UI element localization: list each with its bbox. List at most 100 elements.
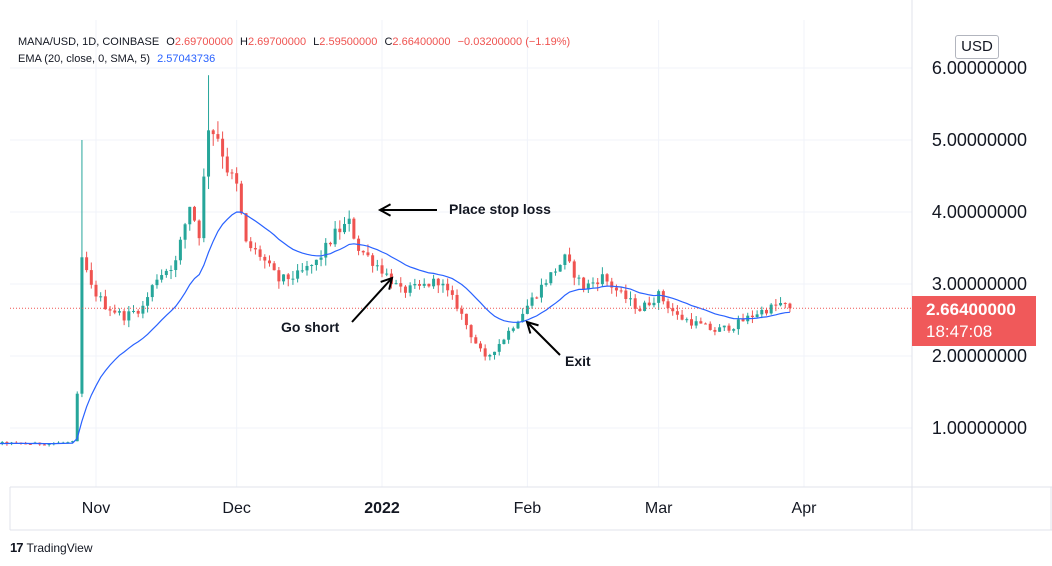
candle xyxy=(333,228,337,245)
candle xyxy=(436,278,440,286)
currency-button[interactable]: USD xyxy=(955,35,999,59)
candle xyxy=(371,255,375,266)
candle xyxy=(441,283,445,286)
annotation-arrow-head xyxy=(380,276,394,290)
ema-label: EMA (20, close, 0, SMA, 5) xyxy=(18,53,151,65)
y-tick-label: 4.00000000 xyxy=(932,202,1027,222)
annotation-label: Go short xyxy=(281,319,340,335)
candle xyxy=(779,302,783,306)
candle xyxy=(319,257,323,260)
y-axis: 1.00000000 2.00000000 3.00000000 4.00000000… xyxy=(932,58,1027,438)
candle xyxy=(591,282,595,284)
candle xyxy=(160,275,164,280)
annotation-label: Place stop loss xyxy=(449,201,551,217)
candle xyxy=(558,264,562,272)
candle xyxy=(197,220,201,239)
candle xyxy=(352,218,356,239)
candle xyxy=(666,301,670,309)
candle xyxy=(94,284,98,297)
candle xyxy=(239,183,243,214)
candle xyxy=(366,252,370,256)
candle xyxy=(328,242,332,245)
candle xyxy=(624,290,628,300)
candle xyxy=(483,348,487,357)
candle xyxy=(230,172,234,174)
candle xyxy=(694,321,698,326)
candle xyxy=(343,223,347,233)
candle xyxy=(399,283,403,287)
candle xyxy=(361,250,365,253)
y-tick-label: 3.00000000 xyxy=(932,274,1027,294)
candle xyxy=(385,273,389,275)
candle xyxy=(783,302,787,304)
candle xyxy=(586,283,590,290)
candle xyxy=(108,309,112,311)
candle xyxy=(469,325,473,338)
candle xyxy=(394,283,398,285)
tradingview-logo[interactable]: 17 TradingView xyxy=(10,540,93,555)
candle xyxy=(338,228,342,233)
candle xyxy=(689,319,693,326)
candle xyxy=(207,130,211,177)
candle xyxy=(633,298,637,309)
candle xyxy=(192,206,196,221)
candle xyxy=(718,327,722,332)
x-tick-label: Feb xyxy=(514,500,542,517)
candle xyxy=(117,311,121,313)
candle xyxy=(75,393,79,442)
candle xyxy=(497,344,501,352)
candle xyxy=(582,277,586,290)
candle xyxy=(380,265,384,274)
candle xyxy=(764,309,768,314)
candle xyxy=(249,241,253,249)
high-label: H xyxy=(240,36,248,48)
candle xyxy=(549,272,553,284)
candle xyxy=(502,339,506,345)
ema-legend[interactable]: EMA (20, close, 0, SMA, 5) 2.57043736 xyxy=(18,53,215,65)
ohlc-legend: MANA/USD, 1D, COINBASE O2.69700000 H2.69… xyxy=(18,36,570,48)
candle xyxy=(769,304,773,314)
candle xyxy=(155,279,159,286)
candle xyxy=(267,260,271,264)
candle xyxy=(263,256,267,261)
candle xyxy=(605,274,609,282)
candle xyxy=(446,283,450,291)
tradingview-logo-icon: 17 xyxy=(10,540,24,555)
current-price-tag: 2.66400000 18:47:08 xyxy=(912,296,1036,346)
candle xyxy=(132,310,136,312)
candle xyxy=(71,441,75,443)
candle xyxy=(28,443,32,445)
candle xyxy=(282,274,286,282)
candle xyxy=(596,282,600,285)
candle xyxy=(202,176,206,239)
candle xyxy=(403,286,407,293)
candle xyxy=(493,351,497,355)
candle xyxy=(305,265,309,271)
candle xyxy=(704,323,708,325)
candle xyxy=(375,265,379,267)
change-value: −0.03200000 (−1.19%) xyxy=(457,36,571,48)
candle xyxy=(685,319,689,321)
chart-frame xyxy=(9,0,1052,531)
candle xyxy=(225,156,229,173)
annotation-arrow-head xyxy=(525,320,539,334)
candle xyxy=(511,328,515,331)
current-price-value: 2.66400000 xyxy=(926,300,1016,319)
candle xyxy=(553,271,557,273)
candle xyxy=(680,314,684,320)
candle xyxy=(113,310,117,313)
candle xyxy=(708,323,712,330)
ema-line-group xyxy=(0,211,790,445)
candle xyxy=(99,296,103,298)
candle xyxy=(521,313,525,322)
candle xyxy=(103,296,107,310)
annotation-arrow-head xyxy=(377,203,392,217)
candle xyxy=(525,305,529,314)
candle xyxy=(474,337,478,344)
candle xyxy=(244,213,248,242)
candle xyxy=(530,297,534,306)
candle xyxy=(408,285,412,293)
candle xyxy=(291,278,295,280)
candle xyxy=(535,297,539,299)
